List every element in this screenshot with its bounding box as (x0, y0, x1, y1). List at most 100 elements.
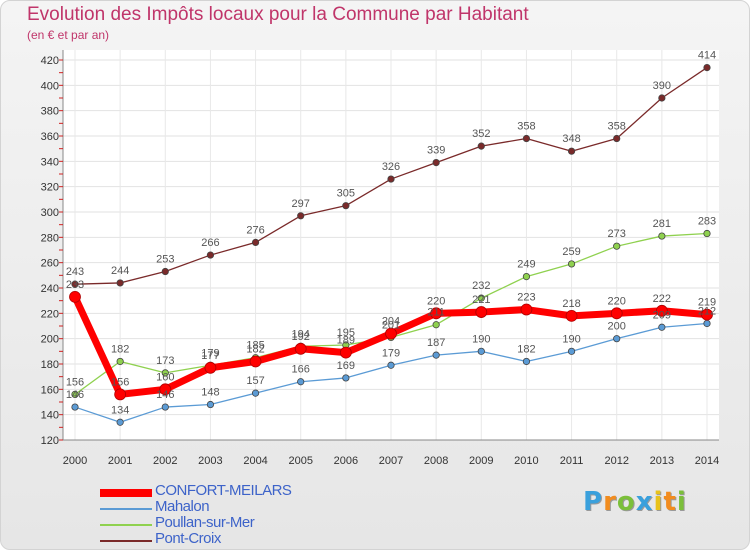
x-tick-label: 2004 (243, 455, 267, 467)
x-tick-label: 2001 (108, 455, 132, 467)
data-point (658, 323, 666, 331)
data-point (477, 347, 485, 355)
data-point (703, 64, 711, 72)
data-label: 185 (246, 340, 264, 352)
proxiti-logo: Proxiti (583, 487, 687, 517)
logo-letter: i (676, 487, 687, 517)
y-tick-label: 420 (41, 55, 59, 67)
data-label: 148 (201, 387, 219, 399)
data-label: 200 (608, 321, 626, 333)
y-tick-label: 340 (41, 156, 59, 168)
data-label: 179 (201, 347, 219, 359)
y-tick-label: 380 (41, 106, 59, 118)
data-point (69, 290, 81, 303)
data-label: 348 (562, 133, 580, 145)
data-point (701, 308, 713, 321)
data-point (251, 238, 260, 246)
data-label: 222 (653, 293, 671, 305)
x-tick-label: 2003 (198, 455, 222, 467)
data-label: 259 (562, 246, 580, 258)
data-label: 326 (382, 161, 400, 173)
data-label: 173 (156, 355, 174, 367)
data-label: 146 (66, 389, 84, 401)
data-label: 177 (201, 350, 219, 362)
data-point (206, 251, 215, 259)
data-point (161, 403, 169, 411)
data-label: 169 (337, 360, 355, 372)
x-tick-label: 2010 (514, 455, 538, 467)
data-point (522, 272, 531, 281)
data-point (114, 388, 127, 401)
data-label: 249 (517, 259, 535, 271)
data-label: 201 (382, 319, 400, 331)
data-point (432, 321, 440, 329)
logo-letter: r (603, 487, 617, 517)
y-tick-label: 260 (41, 258, 59, 270)
data-point (116, 357, 124, 366)
data-point (430, 307, 443, 320)
data-point (613, 134, 621, 143)
data-point (565, 309, 578, 322)
x-tick-label: 2007 (379, 455, 403, 467)
data-label: 221 (472, 294, 490, 306)
data-point (206, 400, 215, 409)
data-label: 358 (608, 121, 626, 133)
x-tick-label: 2012 (604, 455, 628, 467)
data-label: 204 (382, 316, 400, 328)
logo-letter: i (653, 487, 664, 517)
data-label: 232 (472, 280, 490, 292)
x-tick-label: 2011 (560, 455, 584, 467)
data-point (71, 390, 79, 398)
data-label: 352 (472, 128, 490, 140)
data-point (567, 260, 576, 268)
y-tick-label: 120 (41, 435, 59, 447)
x-tick-label: 2000 (63, 455, 87, 467)
data-point (161, 369, 169, 377)
y-tick-label: 140 (41, 410, 59, 422)
legend-swatch (100, 540, 152, 542)
data-point (613, 335, 621, 343)
data-label: 189 (337, 335, 355, 347)
data-label: 244 (111, 265, 129, 277)
data-point (522, 134, 531, 143)
data-label: 276 (246, 224, 264, 236)
data-point (477, 142, 485, 150)
data-point (249, 355, 262, 368)
data-label: 146 (156, 389, 174, 401)
data-label: 305 (337, 188, 355, 200)
data-point (251, 389, 260, 397)
data-label: 182 (517, 343, 535, 355)
data-label: 211 (427, 307, 445, 319)
data-point (161, 267, 169, 276)
chart-title: Evolution des Impôts locaux pour la Comm… (27, 4, 529, 25)
data-point (342, 374, 350, 382)
data-label: 156 (66, 376, 84, 388)
data-point (703, 229, 711, 238)
data-label: 182 (111, 343, 129, 355)
data-point (294, 342, 307, 355)
data-label: 253 (156, 254, 174, 266)
data-point (477, 294, 485, 302)
data-point (520, 303, 533, 316)
data-label: 281 (653, 218, 671, 230)
data-point (159, 383, 172, 396)
data-label: 273 (608, 228, 626, 240)
data-point (432, 351, 440, 359)
x-tick-label: 2002 (153, 455, 177, 467)
data-point (432, 159, 440, 167)
data-point (342, 202, 350, 210)
data-label: 223 (517, 292, 535, 304)
logo-letter: x (635, 487, 654, 517)
data-label: 358 (517, 121, 535, 133)
data-label: 414 (698, 50, 716, 62)
data-label: 166 (292, 364, 310, 376)
data-label: 233 (66, 279, 84, 291)
data-point (387, 175, 395, 183)
data-label: 219 (698, 297, 716, 309)
data-point (522, 357, 531, 366)
data-label: 192 (292, 331, 310, 343)
data-label: 218 (562, 298, 580, 310)
logo-letter: o (616, 487, 636, 517)
data-label: 157 (246, 375, 264, 387)
